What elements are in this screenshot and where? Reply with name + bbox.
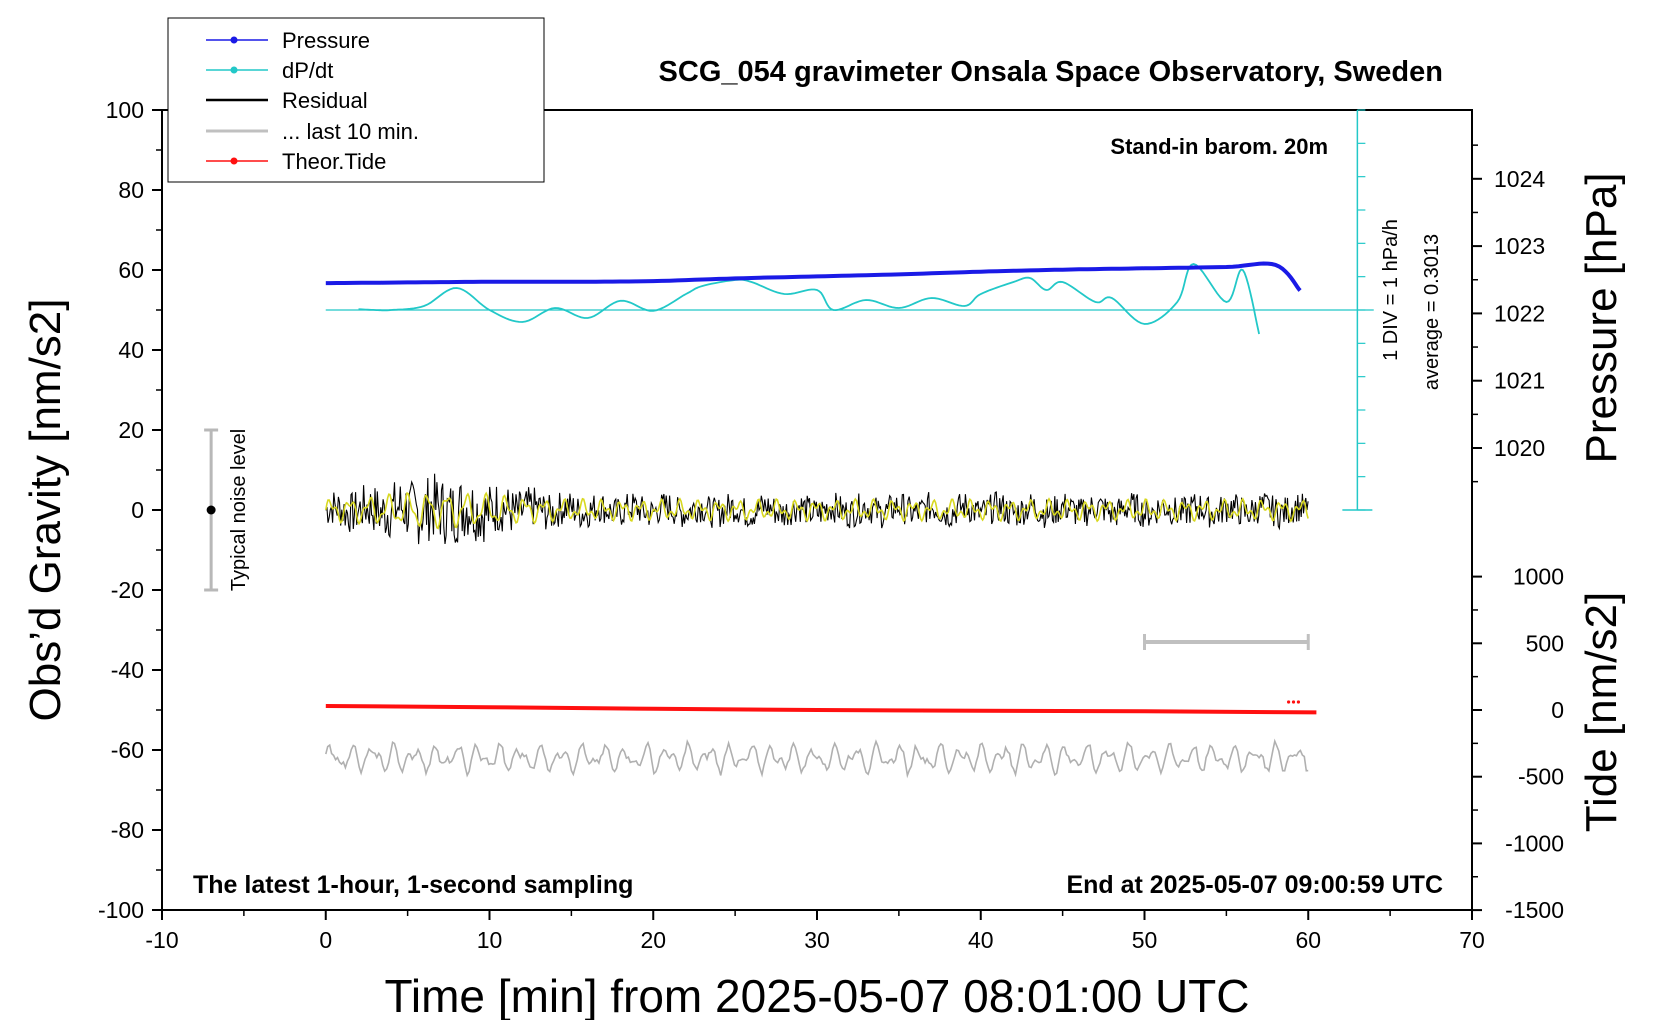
legend-label-last10: ... last 10 min. (282, 119, 419, 144)
y-tick-label: 100 (106, 97, 144, 123)
x-tick-label: 40 (968, 927, 994, 953)
y-tick-label: 0 (131, 497, 144, 523)
tide-tick-label: -500 (1518, 764, 1564, 790)
pressure-tick-label: 1023 (1494, 233, 1545, 259)
pressure-tick-label: 1022 (1494, 300, 1545, 326)
y-axis-title: Obs’d Gravity [nm/s2] (21, 298, 70, 721)
tide-tick-label: 500 (1526, 630, 1564, 656)
average-annotation: average = 0.3013 (1421, 234, 1443, 390)
legend-pressure-marker (230, 36, 238, 44)
y-tick-label: -20 (111, 577, 144, 603)
legend-label-tide: Theor.Tide (282, 149, 386, 174)
latest-annotation: The latest 1-hour, 1-second sampling (193, 871, 633, 899)
end-annotation: End at 2025-05-07 09:00:59 UTC (1066, 871, 1443, 899)
noise-bar-center (206, 505, 216, 515)
y-tick-label: 40 (118, 337, 144, 363)
axis-ticks: -10 0 10 20 30 40 50 60 70-100-80-60-40-20020406… (98, 97, 1564, 953)
y-tick-label: 80 (118, 177, 144, 203)
noise-annotation: Typical noise level (228, 429, 250, 591)
pressure-tick-label: 1021 (1494, 368, 1545, 394)
tide-forecast-dot (1296, 700, 1301, 704)
x-tick-label: -10 (145, 927, 178, 953)
scale-div-annotation: 1 DIV = 1 hPa/h (1380, 219, 1402, 361)
y-tick-label: -60 (111, 737, 144, 763)
legend-label-dpdt: dP/dt (282, 58, 333, 83)
dpdt-line (358, 263, 1260, 335)
x-tick-label: 30 (804, 927, 830, 953)
x-tick-label: 0 (319, 927, 332, 953)
pressure-line (325, 261, 1302, 292)
x-tick-label: 20 (640, 927, 666, 953)
legend-label-residual: Residual (282, 88, 368, 113)
y-tick-label: 60 (118, 257, 144, 283)
legend-dpdt-marker (230, 66, 238, 74)
tide-forecast-dot (1291, 700, 1296, 704)
tide-tick-label: -1500 (1505, 897, 1564, 923)
y-tick-label: -80 (111, 817, 144, 843)
legend-label-pressure: Pressure (282, 28, 370, 53)
x-tick-label: 50 (1132, 927, 1158, 953)
tide-tick-label: 1000 (1513, 564, 1564, 590)
noise-trace-line (325, 738, 1309, 779)
tide-forecast-dot (1287, 700, 1291, 704)
x-tick-label: 70 (1459, 927, 1485, 953)
y-tick-label: -40 (111, 657, 144, 683)
chart-title: SCG_054 gravimeter Onsala Space Observat… (659, 56, 1443, 88)
pressure-tick-label: 1020 (1494, 435, 1545, 461)
legend: Pressure dP/dt Residual ... last 10 min.… (167, 17, 545, 183)
x-tick-label: 60 (1295, 927, 1321, 953)
x-axis-title: Time [min] from 2025-05-07 08:01:00 UTC (385, 970, 1250, 1020)
tide-tick-label: 0 (1551, 697, 1564, 723)
tide-tick-label: -1000 (1505, 830, 1564, 856)
tide-axis-title: Tide [nm/s2] (1577, 592, 1626, 832)
y-tick-label: 20 (118, 417, 144, 443)
baro-annotation: Stand-in barom. 20m (1110, 134, 1328, 159)
pressure-axis-title: Pressure [hPa] (1577, 172, 1626, 463)
x-tick-label: 10 (477, 927, 503, 953)
residual-smoothed-line (325, 491, 1309, 530)
legend-tide-marker (230, 157, 238, 165)
y-tick-label: -100 (98, 897, 144, 923)
pressure-tick-label: 1024 (1494, 166, 1545, 192)
data-series (204, 109, 1374, 779)
tide-line (325, 704, 1317, 715)
